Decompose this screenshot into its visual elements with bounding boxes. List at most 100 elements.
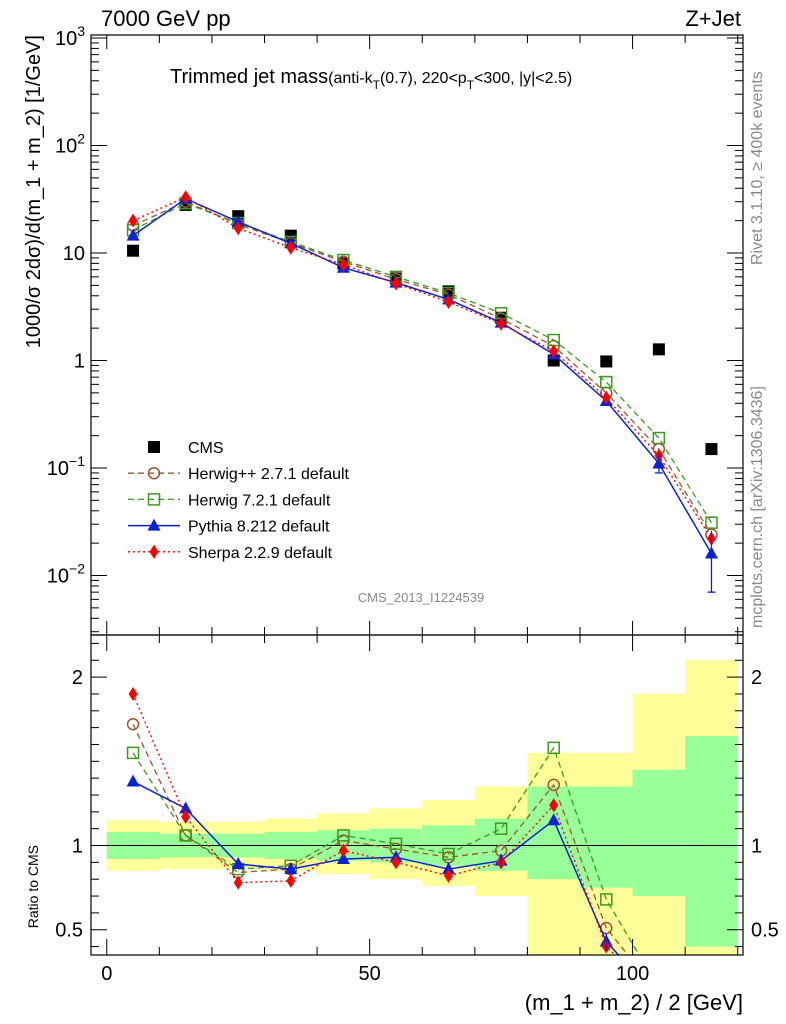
uncertainty-band-inner xyxy=(685,736,738,947)
point-pythia xyxy=(231,214,245,227)
legend-label: Pythia 8.212 default xyxy=(188,519,330,536)
series-sherpa xyxy=(128,190,716,546)
series-line-sherpa xyxy=(132,196,713,540)
uncertainty-band-inner xyxy=(580,786,633,888)
ratio-panel: 0.5 0.5 1 1 2 2 0 50 100 xyxy=(55,634,779,985)
title-part-4: <300, |y|<2.5) xyxy=(474,70,572,87)
point-herwig7 xyxy=(705,516,718,529)
ratio-point-sherpa xyxy=(233,875,243,890)
pythia-error-bars xyxy=(654,453,716,593)
point-sherpa xyxy=(233,221,243,236)
point-herwig7 xyxy=(652,431,666,445)
legend-label: Herwig++ 2.7.1 default xyxy=(188,466,350,483)
x-axis-title: (m_1 + m_2) / 2 [GeV] xyxy=(525,990,743,1015)
ratio-point-herwig7 xyxy=(600,893,613,906)
point-pythia xyxy=(126,228,140,241)
legend: CMS Herwig++ 2.7.1 default Herwig 7.2.1 de… xyxy=(128,440,350,562)
ratio-point-sherpa xyxy=(444,868,454,883)
point-sherpa xyxy=(338,257,348,272)
ratio-series-sherpa xyxy=(128,686,617,955)
ratio-point-sherpa xyxy=(181,809,191,824)
ratio-axes: 0.5 0.5 1 1 2 2 0 50 100 xyxy=(55,635,779,985)
x-tick-label: 100 xyxy=(616,963,649,985)
y-tick-label-exponent: −2 xyxy=(69,561,85,577)
ratio-point-pythia xyxy=(284,862,298,875)
legend-marker xyxy=(147,466,161,480)
header-right-label: Z+Jet xyxy=(685,6,741,31)
y-tick-label-exponent: 3 xyxy=(77,23,85,39)
ratio-data-layer xyxy=(126,686,640,955)
svg-text:Trimmed jet mass(anti-kT(0.7),: Trimmed jet mass(anti-kT(0.7), 220<pT<30… xyxy=(170,66,572,92)
y-tick-label-base: 10 xyxy=(63,243,85,265)
ratio-point-herwig7 xyxy=(442,847,455,861)
point-sherpa xyxy=(496,316,506,331)
main-data-layer xyxy=(126,190,718,593)
legend-marker xyxy=(148,441,160,453)
point-sherpa xyxy=(181,190,191,205)
ratio-point-herwigpp xyxy=(547,778,560,792)
ratio-y-tick-label-right: 0.5 xyxy=(751,920,779,942)
y-tick-label-exponent: 2 xyxy=(77,131,85,147)
y-tick-label: 10−2 xyxy=(47,561,85,588)
ratio-point-pythia xyxy=(442,862,456,875)
legend-marker xyxy=(149,544,159,559)
ratio-error-bars xyxy=(500,853,607,950)
y-tick-label-base: 10 xyxy=(55,28,77,50)
ratio-point-herwig7 xyxy=(389,837,403,851)
legend-label: Herwig 7.2.1 default xyxy=(188,492,331,509)
y-tick-label-base: 10 xyxy=(47,566,69,588)
title-part-2: (0.7), 220<p xyxy=(380,70,467,87)
y-tick-label-exponent: −1 xyxy=(69,453,85,469)
ratio-point-herwig7 xyxy=(337,829,350,842)
y-tick-label: 10 xyxy=(63,243,85,265)
ratio-point-herwigpp xyxy=(126,718,140,731)
series-line-herwigpp xyxy=(132,200,713,535)
y-tick-label-base: 1 xyxy=(74,351,85,373)
x-tick-label: 0 xyxy=(101,963,112,985)
ratio-point-pythia xyxy=(547,813,561,826)
ratio-y-tick-label-left: 1 xyxy=(72,836,83,858)
uncertainty-band-inner xyxy=(632,769,686,897)
y-tick-label: 1 xyxy=(74,351,85,373)
point-cms xyxy=(600,355,613,368)
y-tick-label: 10−1 xyxy=(47,453,85,480)
ratio-y-tick-label-left: 0.5 xyxy=(55,920,83,942)
ratio-line-herwig7 xyxy=(132,746,640,955)
ratio-point-pythia xyxy=(126,774,140,787)
legend-entry-sherpa: Sherpa 2.2.9 default xyxy=(128,544,333,562)
point-sherpa xyxy=(286,240,296,255)
ratio-y-tick-label-right: 1 xyxy=(751,836,762,858)
x-tick-label: 50 xyxy=(359,963,381,985)
point-herwig7 xyxy=(600,375,613,389)
series-line-pythia xyxy=(132,197,713,554)
y-tick-label: 102 xyxy=(55,131,85,158)
legend-marker xyxy=(147,493,161,506)
ratio-line-pythia xyxy=(132,780,620,955)
title-part-3: T xyxy=(467,78,475,92)
ratio-line-herwigpp xyxy=(132,723,629,955)
legend-entry-cms: CMS xyxy=(148,440,224,457)
legend-label: Sherpa 2.2.9 default xyxy=(188,545,333,562)
legend-label: CMS xyxy=(188,440,224,457)
legend-entry-herwigpp: Herwig++ 2.7.1 default xyxy=(128,466,350,483)
title-part-0: (anti-k xyxy=(328,70,373,87)
plot-title: Trimmed jet mass(anti-kT(0.7), 220<pT<30… xyxy=(170,66,572,92)
ratio-point-sherpa xyxy=(549,798,559,813)
analysis-watermark: CMS_2013_I1224539 xyxy=(358,590,485,605)
header-left-label: 7000 GeV pp xyxy=(101,6,231,31)
ratio-point-sherpa xyxy=(128,686,138,701)
series-line-herwig7 xyxy=(132,202,713,524)
point-sherpa xyxy=(391,276,401,291)
point-cms xyxy=(652,343,665,356)
point-sherpa xyxy=(549,344,559,359)
legend-entry-herwig7: Herwig 7.2.1 default xyxy=(128,492,331,509)
ratio-point-herwig7 xyxy=(126,746,140,760)
title-part-1: T xyxy=(373,78,381,92)
ratio-frame xyxy=(90,634,744,956)
ratio-point-sherpa xyxy=(391,855,401,870)
title-main: Trimmed jet mass xyxy=(170,66,328,88)
point-sherpa xyxy=(444,295,454,310)
legend-entry-pythia: Pythia 8.212 default xyxy=(128,518,330,536)
